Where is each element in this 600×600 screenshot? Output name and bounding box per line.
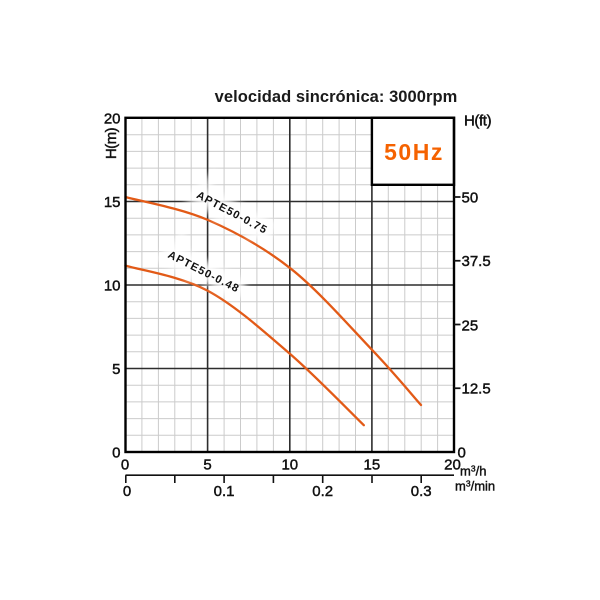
svg-text:10: 10: [281, 456, 298, 473]
svg-text:m3/min: m3/min: [455, 479, 495, 494]
svg-text:10: 10: [104, 277, 121, 294]
svg-text:20: 20: [104, 110, 121, 127]
svg-text:H(ft): H(ft): [464, 112, 492, 129]
svg-text:20: 20: [444, 456, 461, 473]
svg-text:15: 15: [104, 194, 121, 211]
svg-text:m3/h: m3/h: [460, 464, 486, 479]
svg-text:25: 25: [462, 317, 479, 334]
svg-text:0: 0: [123, 483, 131, 500]
svg-text:37.5: 37.5: [462, 253, 491, 270]
svg-text:H(m): H(m): [103, 127, 120, 159]
svg-text:5: 5: [203, 456, 211, 473]
svg-text:0.1: 0.1: [214, 483, 235, 500]
svg-text:0.2: 0.2: [312, 483, 333, 500]
svg-text:15: 15: [364, 456, 381, 473]
svg-text:5: 5: [112, 361, 120, 378]
svg-text:0: 0: [458, 444, 466, 461]
svg-text:0.3: 0.3: [411, 483, 432, 500]
svg-text:50: 50: [462, 189, 479, 206]
svg-text:0: 0: [112, 444, 120, 461]
svg-text:12.5: 12.5: [462, 381, 491, 398]
svg-text:velocidad sincrónica: 3000rpm: velocidad sincrónica: 3000rpm: [215, 88, 458, 106]
svg-text:50Hz: 50Hz: [384, 139, 444, 165]
svg-text:0: 0: [121, 456, 129, 473]
